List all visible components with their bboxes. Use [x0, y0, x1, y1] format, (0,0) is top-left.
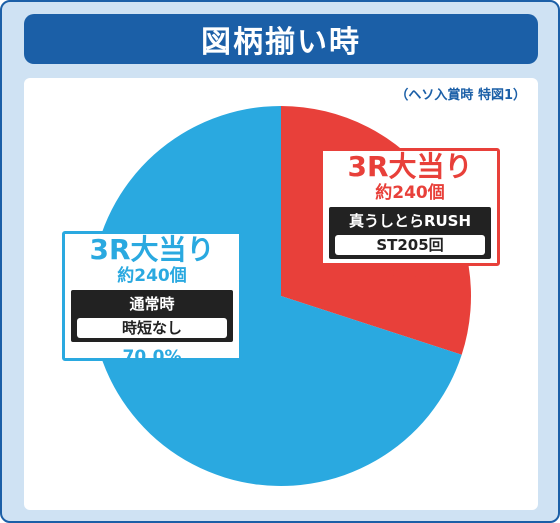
slice-label-normal-mode-text: 通常時: [129, 295, 175, 313]
chart-panel: （ヘソ入賞時 特図1） 3R大当り 約240個 真うしとらRUSH ST205回…: [24, 78, 538, 510]
slice-label-normal-name: 3R大当り: [89, 233, 215, 266]
slice-label-rush-count: 約240個: [375, 183, 445, 203]
slice-label-normal-count: 約240個: [117, 266, 187, 286]
condition-note: （ヘソ入賞時 特図1）: [395, 88, 526, 103]
chart-title: 図柄揃い時: [24, 14, 538, 64]
slice-label-rush-detail: ST205回: [335, 235, 485, 255]
slice-label-rush-mode: 真うしとらRUSH ST205回: [329, 207, 491, 259]
slice-label-rush: 3R大当り 約240個 真うしとらRUSH ST205回 30.0%: [320, 148, 500, 284]
slice-label-normal-percent: 70.0%: [122, 347, 182, 367]
slice-label-rush-mode-text: 真うしとらRUSH: [348, 212, 472, 230]
slice-label-rush-name: 3R大当り: [347, 150, 473, 183]
slice-label-normal-mode: 通常時 時短なし: [71, 290, 233, 342]
slice-label-normal: 3R大当り 約240個 通常時 時短なし 70.0%: [62, 231, 242, 367]
pie-slice-normal: [91, 106, 462, 486]
slice-label-rush-percent: 30.0%: [380, 264, 440, 284]
slice-label-normal-detail: 時短なし: [77, 318, 227, 338]
